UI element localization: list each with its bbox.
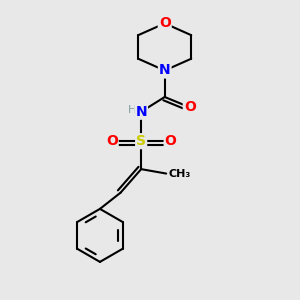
Text: CH₃: CH₃: [169, 169, 191, 178]
Text: O: O: [184, 100, 196, 114]
Text: S: S: [136, 134, 146, 148]
Text: N: N: [159, 64, 170, 77]
Text: N: N: [135, 105, 147, 119]
Text: H: H: [128, 105, 136, 115]
Text: O: O: [159, 16, 171, 30]
Text: O: O: [106, 134, 118, 148]
Text: O: O: [165, 134, 176, 148]
